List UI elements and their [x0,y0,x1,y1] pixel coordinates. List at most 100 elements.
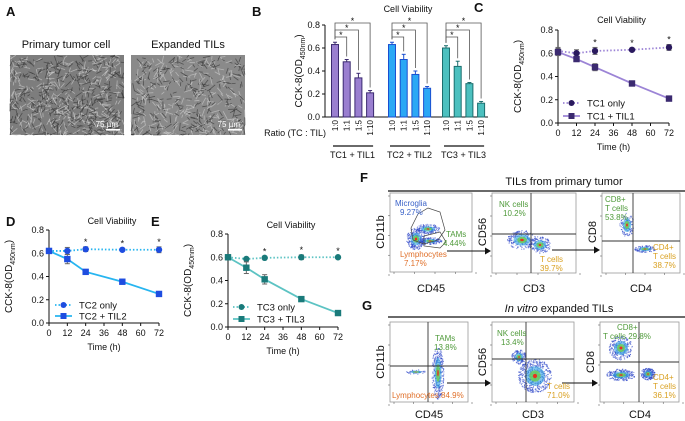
flow-plot-frame [601,192,681,274]
event-dot [614,371,617,373]
cell [10,69,14,76]
event-dot [419,247,421,249]
cell [216,87,223,95]
bar [331,44,339,118]
cell [38,124,42,133]
event-dot [424,370,426,372]
event-dot [532,361,534,363]
x-tick-label: 72 [664,128,674,138]
cell [139,94,146,101]
data-point-square [554,48,562,56]
event-dot [541,236,543,238]
event-dot [429,243,431,245]
cell [182,119,189,124]
event-dot [521,374,523,376]
cell [197,61,205,64]
cell [38,91,45,94]
event-dot [536,363,539,366]
significance-bracket [334,22,371,88]
cell [101,111,108,117]
event-dot [626,357,628,359]
event-dot [546,376,548,378]
event-dot [417,373,419,375]
micrograph-primary-tumor [9,54,125,136]
x-tick-label: 1:10 [423,119,432,135]
event-dot [406,240,408,242]
cell [27,113,32,120]
cell [172,95,181,98]
event-dot [438,352,440,354]
event-dot [410,373,412,375]
cell [13,94,17,100]
cell [216,80,224,83]
event-dot [541,362,543,364]
event-dot [441,380,443,382]
event-dot [519,351,522,354]
event-dot [529,388,531,390]
cell [210,103,217,108]
cell [105,99,112,103]
event-dot [527,234,529,236]
event-dot [653,249,655,251]
event-dot [527,234,530,236]
gate-value: 38.7% [653,261,676,270]
event-dot [615,356,617,359]
y-tick-label: 0.6 [210,252,223,262]
cell [135,73,141,80]
event-dot [622,337,624,339]
event-dot [547,244,549,247]
gate-label: T cells [605,204,628,213]
cell [106,110,110,115]
cell [26,120,31,129]
image-title-primary: Primary tumor cell [22,39,111,51]
event-dot [527,367,529,369]
event-dot [432,386,434,389]
cell [58,104,67,110]
data-point-circle [665,44,673,51]
data-point-square [573,55,580,63]
cell [238,91,241,97]
event-dot [646,379,649,381]
cell [159,71,163,78]
event-dot [642,370,644,372]
event-dot [652,246,654,248]
panel-label-g: G [362,298,372,313]
group-label: TC3 + TIL3 [441,150,486,160]
cell [163,67,170,70]
event-dot [547,385,549,387]
event-dot [648,378,650,380]
event-dot [516,247,518,250]
flow-x-axis-label: CD3 [523,283,545,295]
cell [22,73,26,78]
cell [182,122,189,125]
cell [20,105,23,112]
event-dot [526,364,529,366]
cell [24,66,31,69]
density-peak [532,373,538,379]
event-dot [526,362,528,364]
cell [15,92,18,102]
event-dot [441,355,443,357]
event-dot [520,232,522,234]
event-dot [537,365,539,367]
event-dot [431,231,433,233]
significance-star: * [345,23,349,33]
cell [9,104,12,112]
cell [140,100,142,105]
cell [60,82,65,89]
gate-label: TAMs [435,334,455,343]
cell [62,109,70,115]
event-dot [614,377,616,379]
y-tick-label: 0.2 [540,95,553,105]
data-point-circle [334,254,342,261]
event-dot [535,251,537,253]
cell [47,133,51,136]
legend-marker [238,316,245,322]
event-dot [539,251,541,253]
event-dot [545,386,547,388]
event-dot [531,388,533,390]
cell [152,119,161,123]
event-dot [525,232,527,234]
cell [84,69,92,76]
event-dot [546,243,548,245]
